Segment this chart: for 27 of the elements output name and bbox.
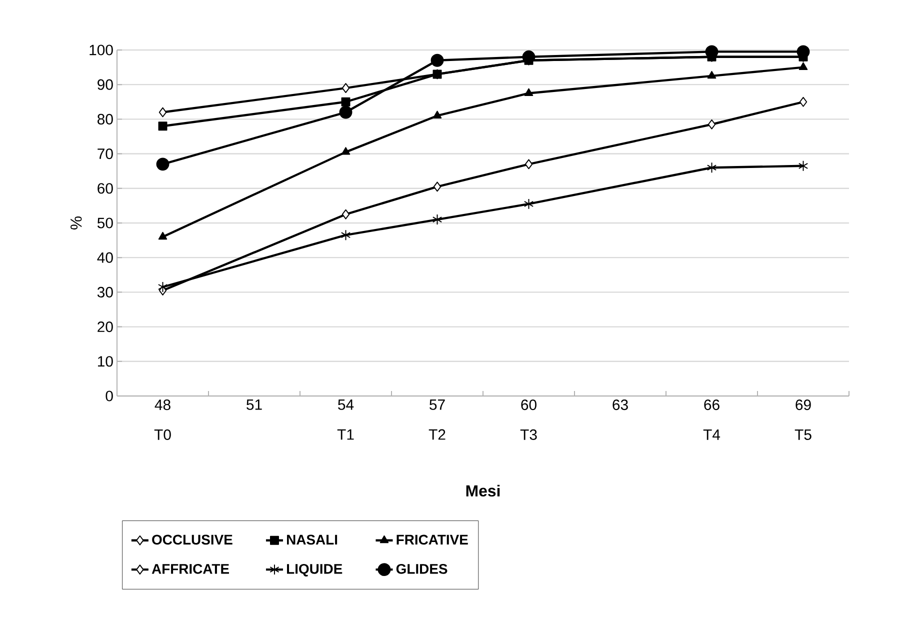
category-label: 57 T2 [428,400,446,440]
x-axis-title: Mesi [466,484,500,497]
y-tick-label: 30 [97,286,113,298]
legend-label: GLIDES [396,564,448,574]
category-label: 60 T3 [520,400,537,440]
y-axis-title: % [70,216,82,230]
category-label: 54 T1 [337,400,354,440]
y-tick-label: 60 [98,183,113,194]
y-tick-label: 50 [97,218,113,228]
legend-label: FRICATIVE [396,534,468,545]
category-label: 66 T4 [703,400,720,440]
y-tick-label: 100 [90,44,113,56]
legend-label: NASALI [287,534,338,545]
y-tick-label: 0 [106,390,113,402]
legend-label: AFFRICATE [152,564,229,574]
x-tick-label: 63 [612,400,628,410]
y-tick-label: 40 [97,252,113,263]
category-label: 69 T5 [794,400,812,440]
legend-label: LIQUIDE [287,564,342,576]
category-label: 48 T0 [154,400,171,440]
y-tick-label: 80 [98,114,113,124]
y-tick-label: 10 [98,356,113,367]
y-tick-label: 70 [98,148,113,160]
y-tick-label: 90 [98,79,113,90]
x-tick-label: 51 [246,400,262,410]
y-tick-label: 20 [98,321,113,332]
legend-label: OCCLUSIVE [152,534,232,545]
